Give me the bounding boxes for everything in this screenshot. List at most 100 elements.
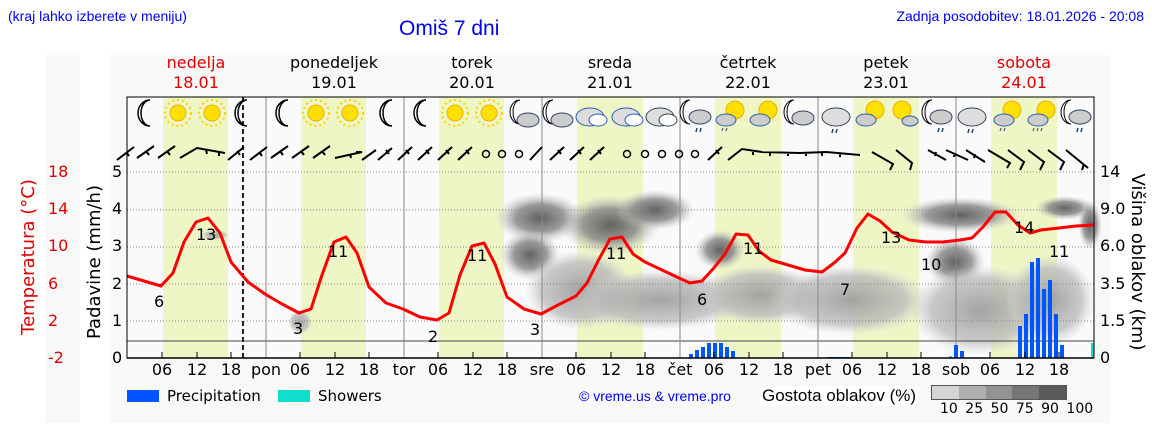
- temp-tick: 14: [48, 199, 69, 218]
- moon-cloud-rain-icon: [921, 99, 953, 133]
- x-tick: sob: [941, 360, 971, 379]
- x-tick: 18: [634, 360, 656, 379]
- sun-cloud-icon: [892, 100, 919, 127]
- precipitation-legend-swatch: [127, 390, 159, 402]
- day-header-0: nedelja 18.01: [166, 53, 226, 92]
- svg-text:13: 13: [881, 228, 901, 247]
- x-tick: 06: [565, 360, 587, 379]
- copyright-link[interactable]: © vreme.us & vreme.pro: [579, 388, 731, 404]
- svg-text:13: 13: [196, 225, 216, 244]
- moon-cloud-rain-icon: [679, 99, 712, 133]
- grid-lines: [127, 171, 1094, 322]
- x-tick: 12: [186, 360, 208, 379]
- day-header-3: sreda 21.01: [587, 53, 633, 92]
- x-tick: pon: [250, 360, 282, 379]
- cloud-rain-icon: [821, 107, 851, 134]
- svg-text:3: 3: [293, 319, 303, 338]
- moon-cloud-icon: [783, 99, 815, 126]
- last-update: Zadnja posodobitev: 18.01.2026 - 20:08: [896, 8, 1144, 24]
- svg-text:11: 11: [743, 239, 763, 258]
- precip-tick: 5: [112, 162, 123, 181]
- sun-cloud-rain-icon: [1027, 100, 1056, 132]
- day-header-6: sobota 24.01: [996, 53, 1052, 92]
- x-tick: 06: [289, 360, 311, 379]
- x-tick: 18: [358, 360, 380, 379]
- svg-text:2: 2: [428, 327, 438, 346]
- hour-ticks: [161, 352, 1060, 358]
- cloud-tick: 1.5: [1100, 311, 1126, 330]
- showers-legend-label: Showers: [318, 387, 382, 405]
- sun-icon: [336, 99, 364, 127]
- x-tick: 12: [600, 360, 622, 379]
- moon-cloud-icon: [542, 99, 574, 128]
- cloud-icon: [645, 107, 678, 127]
- showers-legend-swatch: [278, 390, 310, 402]
- moon-icon: [137, 99, 151, 127]
- x-tick: tor: [392, 360, 416, 379]
- cloud-icon: [611, 107, 644, 127]
- x-tick: 18: [1048, 360, 1070, 379]
- day-header-5: petek 23.01: [863, 53, 909, 92]
- x-tick: 06: [703, 360, 725, 379]
- x-tick: 06: [151, 360, 173, 379]
- sun-cloud-icon: [749, 100, 778, 127]
- left-axis-panel: [45, 55, 80, 423]
- precip-tick: 4: [112, 199, 123, 218]
- cloud-tick: 14: [1100, 162, 1121, 181]
- day-header-1: ponedeljek 19.01: [290, 53, 378, 92]
- x-tick: 06: [427, 360, 449, 379]
- cloud-rain-icon: [957, 107, 987, 134]
- cloud-density-label: Gostota oblakov (%): [760, 386, 919, 406]
- sun-cloud-rain-icon: [715, 100, 745, 132]
- svg-text:11: 11: [606, 244, 626, 263]
- svg-text:14: 14: [1014, 218, 1034, 237]
- precip-tick: 3: [112, 236, 123, 255]
- region-menu-hint[interactable]: (kraj lahko izberete v meniju): [8, 8, 187, 24]
- svg-text:11: 11: [328, 242, 348, 261]
- svg-text:11: 11: [467, 246, 487, 265]
- temp-tick: 18: [48, 162, 69, 181]
- wind-barbs-row: [116, 145, 1089, 171]
- svg-text:7: 7: [840, 280, 850, 299]
- cloud-tick: 3.5: [1100, 274, 1126, 293]
- cloud-tick: 9.0: [1100, 199, 1126, 218]
- day-header-2: torek 20.01: [449, 53, 495, 92]
- sun-cloud-icon: [855, 100, 885, 127]
- svg-text:3: 3: [530, 320, 540, 339]
- svg-text:6: 6: [697, 290, 707, 309]
- temp-tick: -2: [48, 348, 64, 367]
- x-tick: 12: [1014, 360, 1036, 379]
- x-tick: 18: [772, 360, 794, 379]
- temp-tick: 6: [48, 274, 59, 293]
- x-tick: 06: [979, 360, 1001, 379]
- svg-text:6: 6: [154, 292, 164, 311]
- day-separators: [265, 97, 957, 358]
- sun-icon: [302, 99, 330, 127]
- temp-tick: 10: [48, 236, 69, 255]
- moon-cloud-rain-icon: [1060, 99, 1092, 133]
- x-tick: 18: [910, 360, 932, 379]
- moon-icon: [379, 99, 393, 127]
- weather-icons-row: [137, 99, 1092, 134]
- sun-cloud-rain-icon: [993, 100, 1022, 132]
- moon-icon: [234, 99, 248, 127]
- svg-text:10: 10: [921, 255, 941, 274]
- precip-tick: 2: [112, 274, 123, 293]
- precipitation-legend-label: Precipitation: [167, 387, 261, 405]
- temperature-value-labels: 6 13 3 11 2 11 3 11 6 11 7 13 10 14 11: [154, 218, 1069, 346]
- temp-tick: 2: [48, 311, 59, 330]
- moon-cloud-icon: [509, 99, 540, 128]
- precipitation-bars: [689, 258, 1064, 359]
- day-header-4: četrtek 22.01: [719, 53, 777, 92]
- page-title: Omiš 7 dni: [399, 17, 500, 40]
- cloud-density-scale: [931, 385, 1067, 400]
- x-tick: pet: [804, 360, 832, 379]
- precip-tick: 0: [112, 348, 123, 367]
- cloud-tick: 6.0: [1100, 236, 1126, 255]
- x-tick: 12: [876, 360, 898, 379]
- svg-text:11: 11: [1049, 242, 1069, 261]
- shower-bars: [949, 343, 1094, 358]
- sun-icon: [475, 99, 503, 127]
- sun-icon: [441, 99, 469, 127]
